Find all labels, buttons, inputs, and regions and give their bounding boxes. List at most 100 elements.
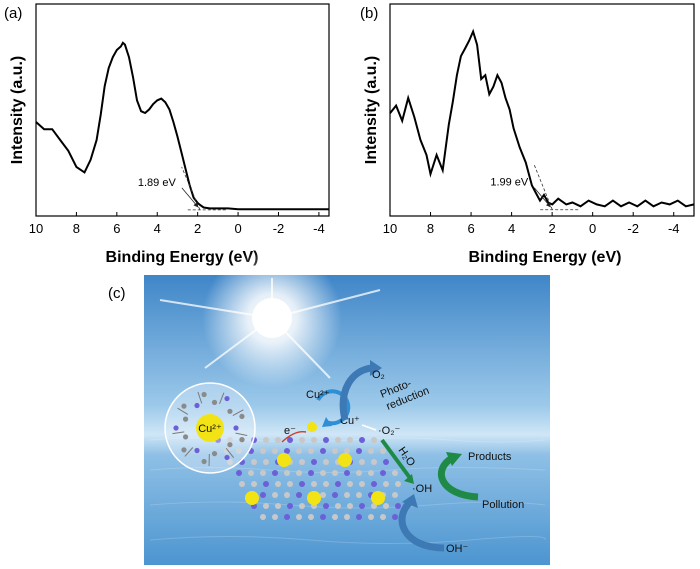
sheet-copper-atom	[307, 491, 321, 505]
ring-atom	[181, 447, 187, 453]
sheet-atom	[332, 514, 338, 520]
sheet-atom	[260, 492, 266, 498]
sheet-atom	[275, 481, 281, 487]
sheet-atom	[320, 470, 326, 476]
sheet-atom	[359, 437, 365, 443]
ring-bond	[219, 392, 225, 404]
panel-c: (c) Cu²⁺ Cu²⁺ Cu⁺	[108, 248, 550, 565]
x-tick-label: 0	[589, 221, 596, 236]
sheet-copper-atom	[245, 491, 259, 505]
sheet-atom	[359, 481, 365, 487]
sheet-atom	[236, 470, 242, 476]
cu-cycle: Cu²⁺ Cu⁺ e⁻	[281, 389, 360, 443]
sheet-atom	[296, 448, 302, 454]
sheet-atom	[239, 481, 245, 487]
sheet-atom	[323, 437, 329, 443]
sheet-atom	[335, 481, 341, 487]
x-tick-label: 0	[234, 221, 241, 236]
panel-b-ticks: 10 8 6 4 2 0 -2 -4	[383, 212, 680, 236]
ring-atom	[181, 403, 187, 409]
hydroxide-step: OH⁻	[398, 494, 469, 555]
sheet-atom	[284, 514, 290, 520]
sheet-atom	[251, 481, 257, 487]
sheet-atom	[272, 448, 278, 454]
sheet-atom	[356, 448, 362, 454]
panel-b-edge-extrapolation	[533, 164, 553, 210]
degradation-arrow	[438, 455, 479, 501]
ring-atom	[211, 399, 218, 405]
photo-reduction-arrowhead	[370, 360, 382, 376]
ring-bond	[235, 432, 248, 437]
panel-a-tag: (a)	[4, 5, 22, 22]
sheet-atom	[260, 514, 266, 520]
sheet-atom	[272, 492, 278, 498]
sun-rays	[159, 278, 381, 379]
ring-atom	[211, 451, 218, 457]
sheet-atom	[356, 492, 362, 498]
x-tick-label: -2	[273, 221, 285, 236]
sheet-atom	[299, 437, 305, 443]
electron-label: e⁻	[284, 425, 296, 437]
ring-atom	[182, 416, 189, 422]
sheet-atom	[299, 503, 305, 509]
x-tick-label: 2	[194, 221, 201, 236]
sheet-atom	[347, 437, 353, 443]
x-tick-label: 4	[154, 221, 161, 236]
panel-b-annotation: 1.99 eV	[490, 177, 529, 189]
sheet-atom	[224, 448, 230, 454]
zoom-ring-cu-label: Cu²⁺	[198, 423, 222, 435]
hydroxyl-label: ·OH	[412, 483, 432, 495]
sheet-atom	[260, 448, 266, 454]
sheet-atom	[344, 448, 350, 454]
x-tick-label: -4	[668, 221, 680, 236]
sheet-atom	[335, 437, 341, 443]
panel-b-annotation-arrow	[534, 187, 551, 208]
ring-atom	[224, 395, 230, 402]
x-tick-label: 2	[549, 221, 556, 236]
catalyst-sheet	[215, 422, 401, 520]
sheet-atom	[392, 470, 398, 476]
sheet-atom	[344, 492, 350, 498]
sheet-atom	[383, 459, 389, 465]
sheet-atom	[371, 481, 377, 487]
sheet-atom	[323, 459, 329, 465]
x-tick-label: 8	[427, 221, 434, 236]
sheet-atom	[359, 459, 365, 465]
ring-bond	[184, 447, 194, 457]
h2o-arrow	[380, 438, 412, 480]
sheet-atom	[296, 514, 302, 520]
sheet-atom	[311, 481, 317, 487]
o2-label: O₂	[372, 369, 385, 381]
sheet-atom	[332, 448, 338, 454]
sheet-atom	[320, 514, 326, 520]
sheet-atom	[368, 470, 374, 476]
ring-bond	[177, 407, 189, 415]
electron-arrow	[281, 431, 307, 443]
ring-atom	[182, 434, 189, 440]
panel-a-annotation-arrow	[181, 187, 199, 208]
sheet-atom	[311, 459, 317, 465]
sheet-atom	[296, 470, 302, 476]
sheet-atom	[308, 448, 314, 454]
sheet-copper-atom	[371, 491, 385, 505]
sheet-atom	[380, 470, 386, 476]
zoom-ring-copper	[196, 414, 224, 442]
superoxide-label: ·O₂⁻	[378, 425, 400, 437]
sheet-atom	[356, 470, 362, 476]
hydroxide-arrowhead	[402, 494, 418, 508]
sheet-atom	[332, 470, 338, 476]
sheet-atom	[263, 459, 269, 465]
sheet-atom	[359, 503, 365, 509]
ring-atom	[233, 425, 239, 431]
panel-b-frame	[389, 3, 695, 217]
sheet-atom	[236, 448, 242, 454]
ring-atom	[227, 442, 233, 448]
sheet-atom	[299, 481, 305, 487]
panel-b-spectrum-line	[389, 28, 695, 208]
o2-to-superoxide-arrow	[361, 424, 377, 431]
ring-atom	[201, 458, 207, 465]
h2o-arrowhead	[404, 474, 414, 484]
sheet-atom	[356, 514, 362, 520]
sheet-atom	[287, 481, 293, 487]
x-tick-label: -2	[627, 221, 639, 236]
